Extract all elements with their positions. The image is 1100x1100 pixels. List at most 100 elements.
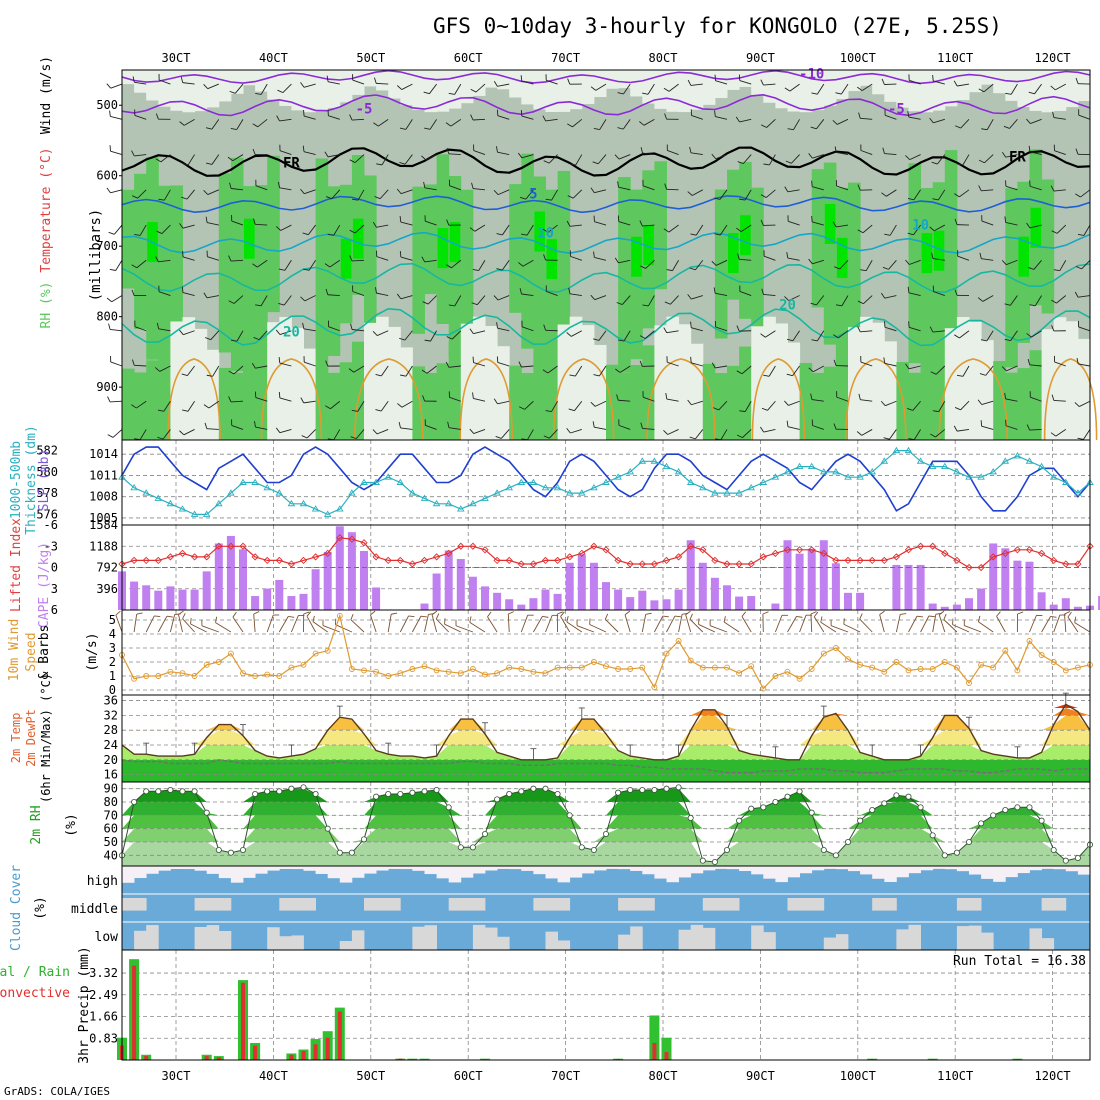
wind-barb-flag xyxy=(399,251,402,258)
rh-dry-cell xyxy=(823,70,837,106)
wind-barb-flag xyxy=(227,156,234,162)
thickness-marker xyxy=(771,473,780,480)
wind-speed-marker xyxy=(506,664,513,671)
wind-barb xyxy=(329,259,341,268)
wind-barb-flag xyxy=(445,361,450,368)
date-tick-label: 110CT xyxy=(937,1069,973,1083)
wind-barb xyxy=(258,330,268,340)
wind-barb-flag xyxy=(737,161,744,165)
cloud-middle-cell xyxy=(618,898,631,911)
cloud-middle-cell xyxy=(702,898,716,911)
wind-barb xyxy=(475,83,486,93)
wind-barb xyxy=(811,399,824,402)
wind-barb xyxy=(576,625,595,633)
cloud-middle-cell xyxy=(956,898,970,911)
wind-barb xyxy=(473,150,486,155)
thickness-marker xyxy=(529,478,538,485)
rh-moist-cell xyxy=(823,162,837,345)
lifted-index-marker xyxy=(916,542,925,550)
temperature-band xyxy=(122,704,1090,708)
wind-barb xyxy=(884,362,897,367)
wind-barb xyxy=(1078,114,1091,120)
rh-marker xyxy=(796,788,803,795)
cloud-high-cell xyxy=(424,866,437,875)
wind-barb xyxy=(1041,616,1051,633)
contour-label: FR xyxy=(283,155,300,171)
wind-barb-flag xyxy=(493,190,499,195)
wind-barb-flag xyxy=(1074,616,1077,623)
wind-barb-flag xyxy=(444,618,446,625)
rh-marker xyxy=(966,839,973,846)
rh-tick-label: 60 xyxy=(104,822,118,836)
wind-barb xyxy=(1078,363,1091,367)
rh-marker xyxy=(615,789,622,796)
precip-convective-bar xyxy=(132,965,137,1060)
thickness-marker xyxy=(444,499,453,507)
rh-marker xyxy=(772,799,779,806)
rh-band xyxy=(122,802,1090,816)
pressure-tick-label: 700 xyxy=(96,239,118,253)
wind-barb xyxy=(545,118,558,122)
rh-marker xyxy=(699,857,706,864)
rh-marker xyxy=(433,787,440,794)
wind-barb-flag xyxy=(520,110,523,117)
wind-barb xyxy=(719,189,728,200)
wind-barb-flag xyxy=(423,91,430,95)
rh-lowlevel-cell xyxy=(255,340,268,440)
wind-barb-flag xyxy=(711,153,717,160)
rh-marker xyxy=(252,791,259,798)
wind-barb-flag xyxy=(617,181,619,188)
rh-moist-cell xyxy=(533,176,546,370)
pressure-axis-label: (millibars) xyxy=(88,209,104,302)
wind-barb-flag xyxy=(592,421,595,428)
wind-barb-flag xyxy=(977,399,983,405)
wind-barb-flag xyxy=(932,198,939,201)
wind-barb-flag xyxy=(835,304,842,307)
wind-barb-flag xyxy=(928,615,935,618)
cross-section-legend-label: Temperature (°C) xyxy=(39,147,54,272)
wind-barb-flag xyxy=(568,287,571,294)
wind-barb xyxy=(986,330,994,342)
wind-barb xyxy=(381,365,389,377)
wind-barb xyxy=(279,362,292,367)
wind-speed-marker xyxy=(796,675,803,682)
wind-barb xyxy=(547,224,558,233)
cloud-high-cell xyxy=(799,866,813,874)
rh-dry-cell xyxy=(472,70,486,96)
wind-speed-marker xyxy=(869,664,876,671)
wind-barb xyxy=(378,118,389,127)
wind-barb xyxy=(290,615,299,633)
wind-barb-flag xyxy=(431,610,438,615)
wind-speed-marker xyxy=(518,666,525,672)
thickness-marker xyxy=(154,494,163,501)
rh-moist-cell xyxy=(908,163,922,364)
rh-dry-cell xyxy=(666,70,680,112)
wind-barb xyxy=(429,83,437,94)
thickness-marker xyxy=(130,483,138,491)
wind-barb-flag xyxy=(663,228,670,233)
rh-lowlevel-cell xyxy=(969,321,982,440)
wind-barb xyxy=(357,401,365,412)
wind-barb-flag xyxy=(761,288,764,295)
cloud-low-cell xyxy=(412,926,425,950)
lifted-index-marker xyxy=(1013,546,1022,554)
precip-convective-bar xyxy=(325,1037,330,1060)
wind-barb xyxy=(454,83,462,95)
wind-barb-flag xyxy=(640,422,643,429)
lifted-index-marker xyxy=(203,553,211,561)
rh-lowlevel-cell xyxy=(1053,317,1067,440)
wind-speed-marker xyxy=(300,661,307,668)
cloud-low-cell xyxy=(956,926,970,950)
wind-barb xyxy=(487,616,498,633)
wind-barb xyxy=(425,424,437,430)
rh-lowlevel-cell xyxy=(811,372,825,440)
wind-barb-flag xyxy=(883,437,890,440)
temperature-band xyxy=(122,708,1090,716)
lifted-index-marker xyxy=(953,556,961,565)
wind-barb-flag xyxy=(300,397,305,404)
wind-barb-flag xyxy=(1026,333,1032,338)
date-tick-label: 40CT xyxy=(259,51,288,65)
wind-barb-flag xyxy=(228,396,232,403)
wind-barb-flag xyxy=(399,337,406,341)
wind-barb xyxy=(354,224,365,234)
